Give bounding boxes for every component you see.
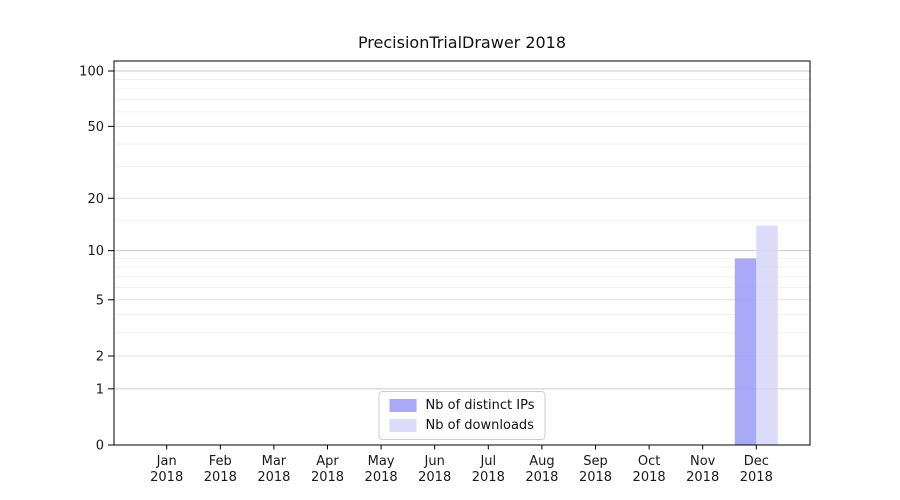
y-tick-label: 2 — [96, 349, 104, 364]
x-tick-label-month: Jan — [156, 454, 177, 469]
y-tick-label: 50 — [87, 120, 104, 135]
x-tick-label-year: 2018 — [740, 470, 773, 485]
bar-downloads — [756, 225, 778, 445]
y-tick-label: 10 — [87, 244, 104, 259]
plot-spines — [113, 60, 811, 446]
y-tick-label: 5 — [96, 293, 104, 308]
legend-label-downloads: Nb of downloads — [425, 418, 534, 433]
x-tick-label-month: Apr — [316, 454, 339, 469]
x-tick-label-month: Oct — [638, 454, 660, 469]
x-tick-label-month: Jun — [424, 454, 445, 469]
x-tick-label-month: Jul — [479, 454, 496, 469]
legend-item-distinct-ips: Nb of distinct IPs — [389, 398, 535, 413]
x-tick-label-year: 2018 — [311, 470, 344, 485]
x-tick-label-month: Nov — [690, 454, 716, 469]
x-tick-label-month: Sep — [583, 454, 608, 469]
x-tick-label-year: 2018 — [579, 470, 612, 485]
y-tick-label: 0 — [96, 439, 104, 454]
chart-title: PrecisionTrialDrawer 2018 — [357, 33, 567, 52]
x-tick-label-month: Feb — [209, 454, 232, 469]
bar-distinct-ips — [734, 258, 757, 445]
legend-item-downloads: Nb of downloads — [389, 418, 535, 433]
x-tick-label-month: Mar — [262, 454, 287, 469]
x-tick-label-year: 2018 — [472, 470, 505, 485]
x-tick-label-year: 2018 — [418, 470, 451, 485]
legend-label-distinct-ips: Nb of distinct IPs — [425, 398, 535, 413]
legend-swatch-downloads — [389, 419, 417, 432]
x-tick-label-year: 2018 — [204, 470, 237, 485]
y-tick-label: 100 — [79, 64, 104, 79]
x-tick-label-year: 2018 — [150, 470, 183, 485]
y-tick-label: 20 — [87, 192, 104, 207]
x-tick-label-year: 2018 — [633, 470, 666, 485]
y-tick-label: 1 — [96, 382, 104, 397]
x-tick-label-year: 2018 — [257, 470, 290, 485]
x-tick-label-year: 2018 — [365, 470, 398, 485]
legend-swatch-distinct-ips — [389, 399, 417, 412]
legend: Nb of distinct IPs Nb of downloads — [378, 391, 546, 440]
x-tick-label-month: Aug — [529, 454, 554, 469]
x-tick-label-year: 2018 — [525, 470, 558, 485]
x-tick-label-year: 2018 — [686, 470, 719, 485]
x-tick-label-month: Dec — [744, 454, 769, 469]
x-tick-label-month: May — [368, 454, 395, 469]
